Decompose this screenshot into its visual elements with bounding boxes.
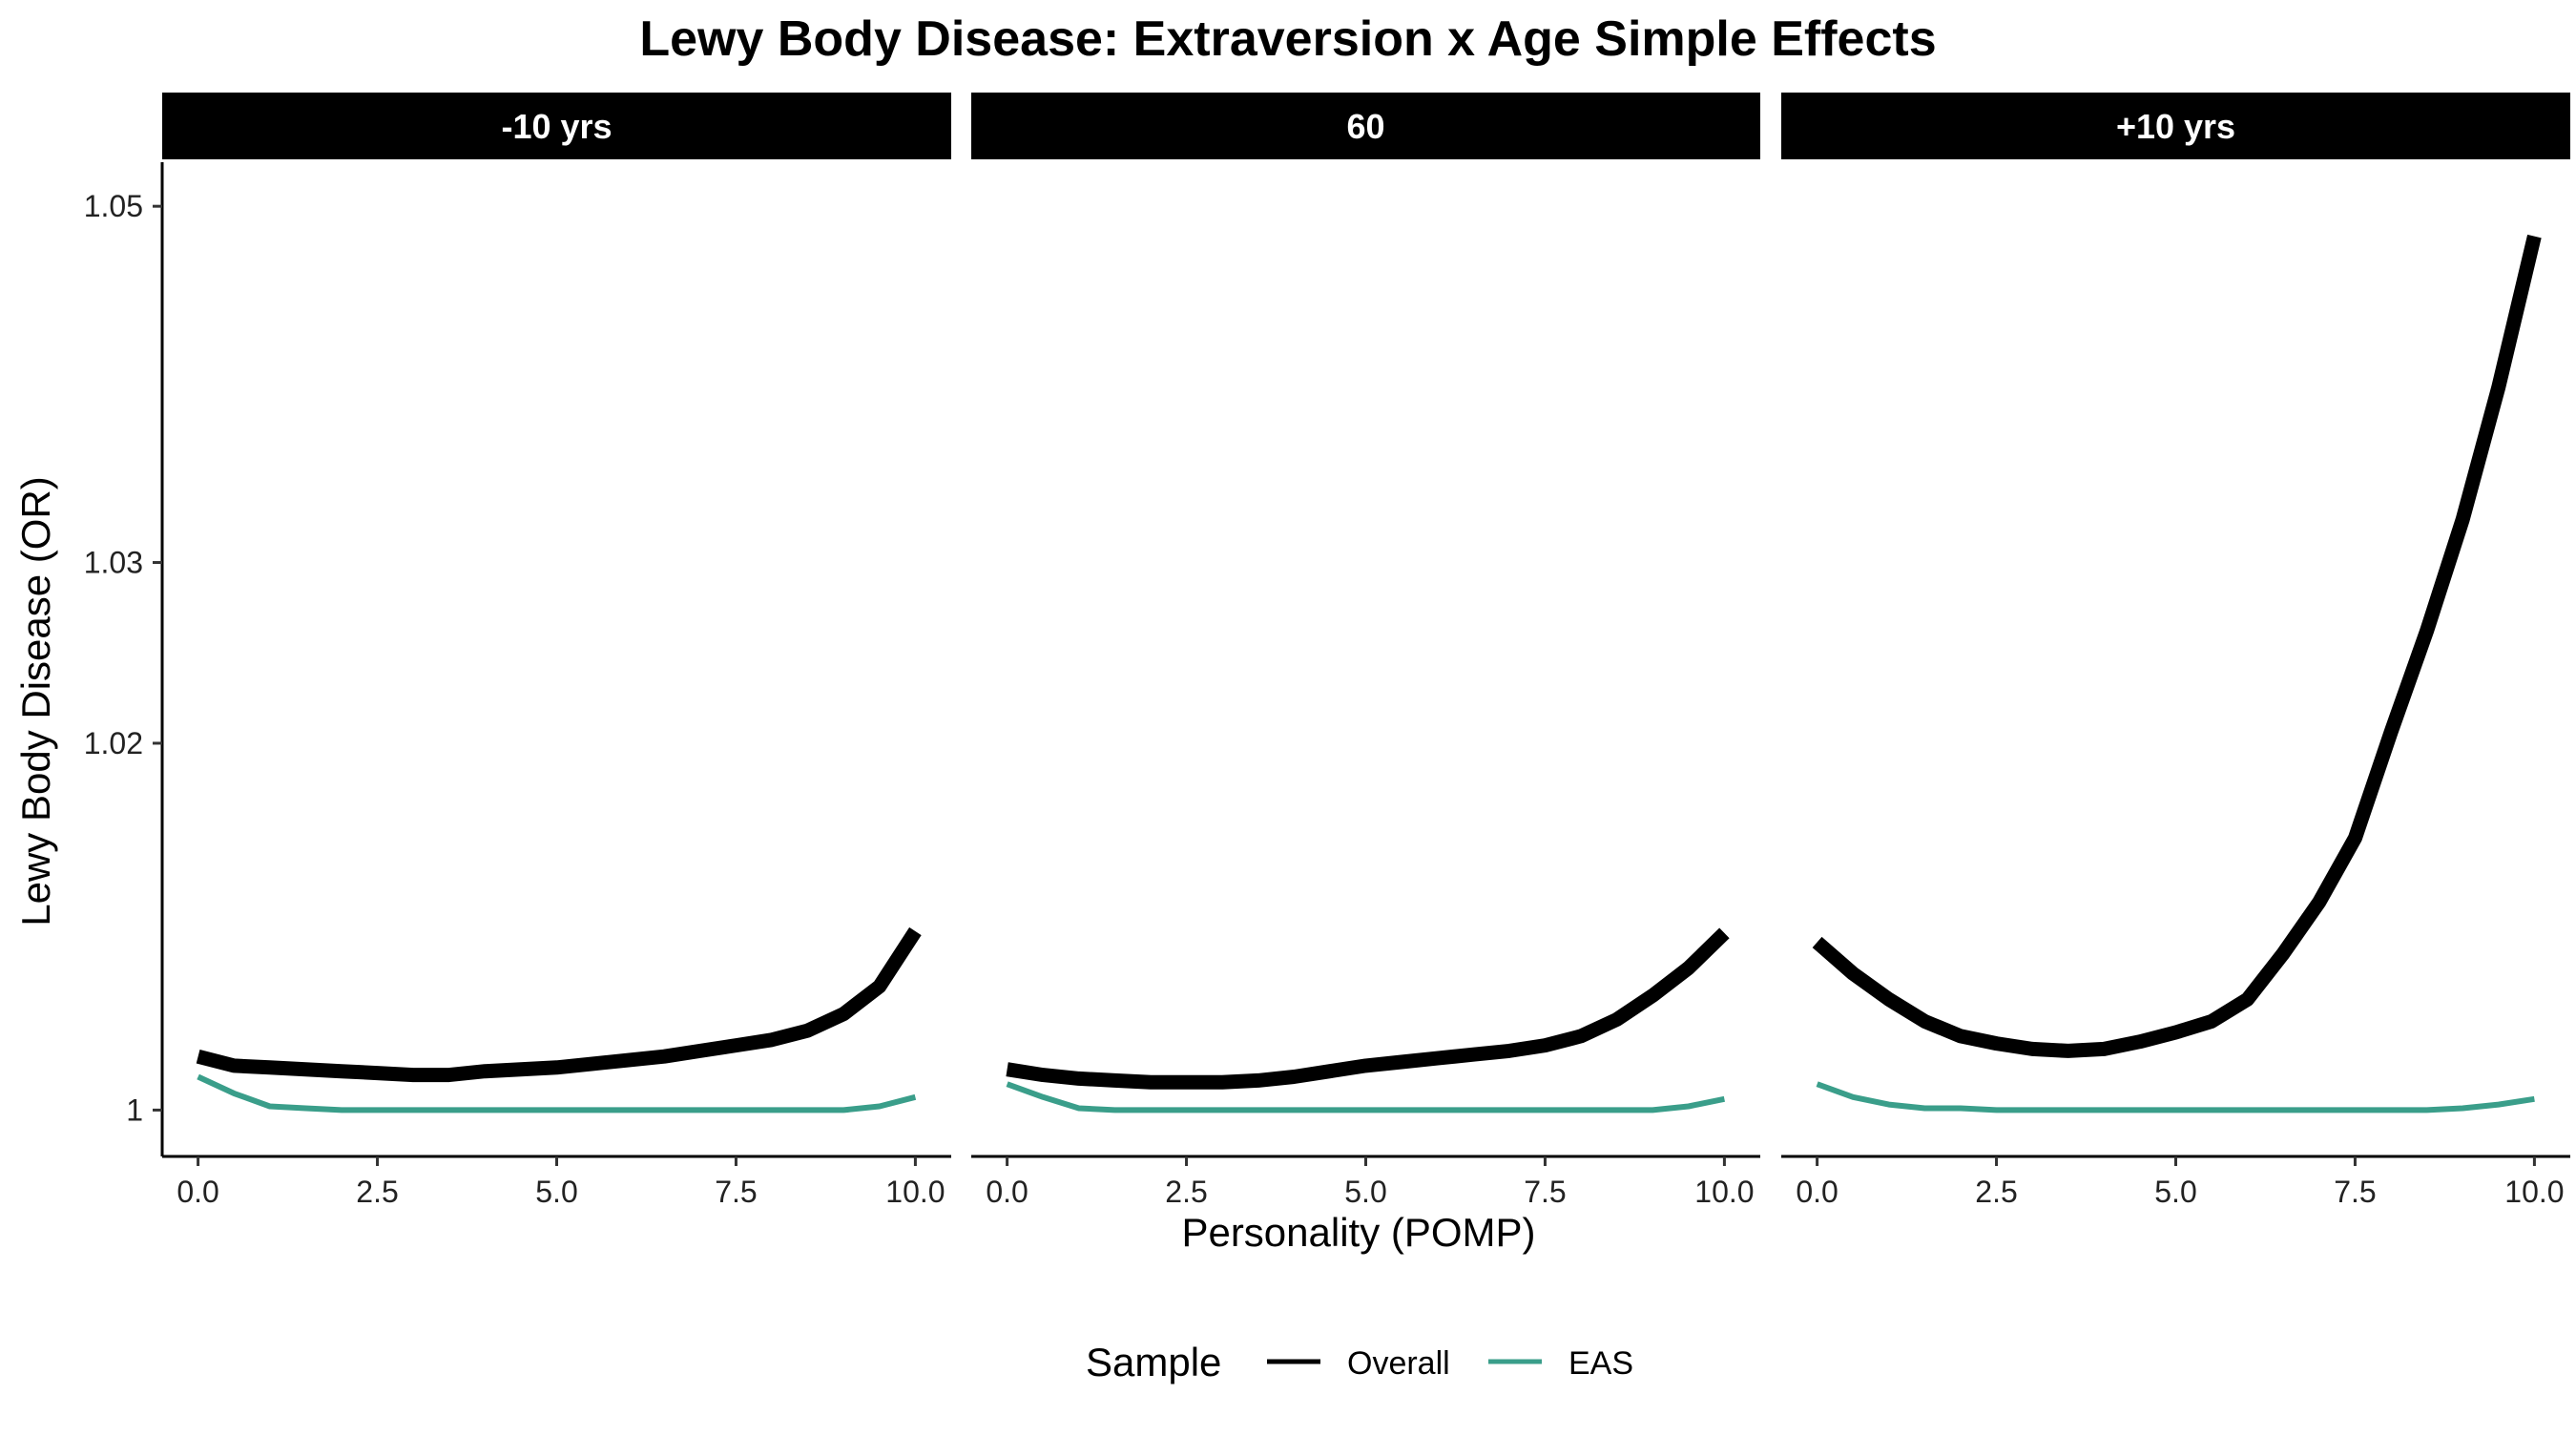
legend: Sample Overall EAS (1086, 1340, 1633, 1384)
x-tick-label: 2.5 (356, 1175, 398, 1209)
facet-strip (1781, 93, 2570, 159)
y-tick-label: 1.02 (84, 726, 143, 760)
x-tick-label: 2.5 (1975, 1175, 2017, 1209)
legend-title: Sample (1086, 1340, 1221, 1384)
y-axis-label: Lewy Body Disease (OR) (13, 476, 58, 926)
x-tick-label: 2.5 (1165, 1175, 1207, 1209)
facet-strip-label: +10 yrs (2116, 107, 2235, 146)
x-tick-label: 0.0 (177, 1175, 218, 1209)
facet-panel: 60 0.0 2.5 5.0 7.5 10.0 (971, 93, 1760, 1209)
series-line-eas (1006, 1081, 1726, 1113)
x-tick-label: 0.0 (1796, 1175, 1838, 1209)
facet-strip (162, 93, 951, 159)
y-tick-label: 1.03 (84, 546, 143, 580)
series-line-overall (1006, 927, 1730, 1090)
chart-title: Lewy Body Disease: Extraversion x Age Si… (639, 11, 1936, 67)
facet-panel: -10 yrs 0.0 2.5 5.0 7.5 10.0 1 1.02 1.03 1.05 (84, 93, 951, 1209)
facet-strip-label: -10 yrs (501, 107, 612, 146)
series-line-eas (1816, 1081, 2535, 1113)
y-tick-label: 1 (126, 1093, 143, 1127)
facet-panel: +10 yrs 0.0 2.5 5.0 7.5 10.0 (1781, 93, 2570, 1209)
series-line-eas (197, 1073, 917, 1113)
x-tick-label: 7.5 (715, 1175, 757, 1209)
x-tick-label: 10.0 (885, 1175, 945, 1209)
legend-label-eas: EAS (1568, 1345, 1633, 1382)
x-tick-label: 5.0 (535, 1175, 577, 1209)
x-tick-label: 5.0 (1344, 1175, 1386, 1209)
x-tick-label: 7.5 (1524, 1175, 1566, 1209)
facet-strip (971, 93, 1760, 159)
x-tick-label: 7.5 (2334, 1175, 2376, 1209)
y-tick-label: 1.05 (84, 189, 143, 223)
legend-label-overall: Overall (1347, 1345, 1450, 1382)
x-tick-label: 10.0 (1694, 1175, 1754, 1209)
series-line-overall (1812, 234, 2542, 1058)
facet-strip-label: 60 (1346, 107, 1384, 146)
x-tick-label: 0.0 (986, 1175, 1028, 1209)
x-axis-label: Personality (POMP) (1181, 1210, 1535, 1255)
x-tick-label: 5.0 (2154, 1175, 2196, 1209)
series-line-overall (196, 926, 922, 1083)
x-tick-label: 10.0 (2504, 1175, 2564, 1209)
